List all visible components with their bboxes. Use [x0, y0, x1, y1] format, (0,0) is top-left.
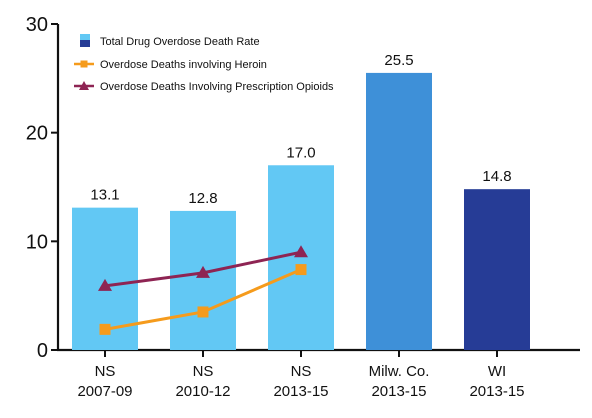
legend-marker	[80, 60, 88, 68]
y-tick-label: 30	[26, 14, 48, 36]
bar-value-label: 13.1	[90, 187, 119, 204]
series-point	[197, 306, 209, 318]
x-tick-label: NS	[193, 363, 214, 380]
series-point	[98, 278, 112, 291]
legend: Total Drug Overdose Death Rate Overdose D…	[74, 34, 334, 93]
bar	[464, 189, 530, 350]
x-tick-label: WI	[488, 363, 506, 380]
bar	[366, 72, 432, 351]
x-tick-label: 2013-15	[273, 383, 328, 400]
bar-value-label: 12.8	[188, 190, 217, 207]
series-point	[196, 265, 210, 278]
bar-value-label: 25.5	[384, 52, 413, 69]
legend-label: Total Drug Overdose Death Rate	[100, 36, 260, 48]
legend-marker	[79, 81, 89, 90]
series-point	[295, 264, 307, 276]
legend-swatch-bottom	[80, 40, 90, 47]
x-tick-label: 2013-15	[469, 383, 524, 400]
series-point	[99, 323, 111, 335]
x-tick-label: 2010-12	[175, 383, 230, 400]
series-point	[294, 245, 308, 258]
bar-value-label: 17.0	[286, 144, 315, 161]
legend-label: Overdose Deaths Involving Prescription O…	[100, 81, 334, 93]
legend-label: Overdose Deaths involving Heroin	[100, 59, 267, 71]
bar-value-label: 14.8	[482, 168, 511, 185]
y-tick-label: 20	[26, 123, 48, 145]
legend-swatch-top	[80, 34, 90, 40]
x-tick-label: 2007-09	[77, 383, 132, 400]
x-tick-label: NS	[291, 363, 312, 380]
x-tick-label: 2013-15	[371, 383, 426, 400]
legend-item: Overdose Deaths involving Heroin	[74, 59, 267, 71]
x-tick-label: Milw. Co.	[369, 363, 430, 380]
y-tick-label: 10	[26, 231, 48, 253]
y-tick-label: 0	[37, 340, 48, 362]
bar	[170, 210, 236, 350]
lines-group	[98, 245, 308, 335]
x-tick-labels: NS 2007-09 NS 2010-12 NS 2013-15 Milw. Co. 2013…	[77, 363, 524, 400]
legend-item: Overdose Deaths Involving Prescription O…	[74, 81, 334, 93]
bars-group: 13.1 12.8 17.0 25.5 14.8	[72, 52, 530, 351]
legend-item: Total Drug Overdose Death Rate	[80, 34, 260, 48]
x-tick-label: NS	[95, 363, 116, 380]
